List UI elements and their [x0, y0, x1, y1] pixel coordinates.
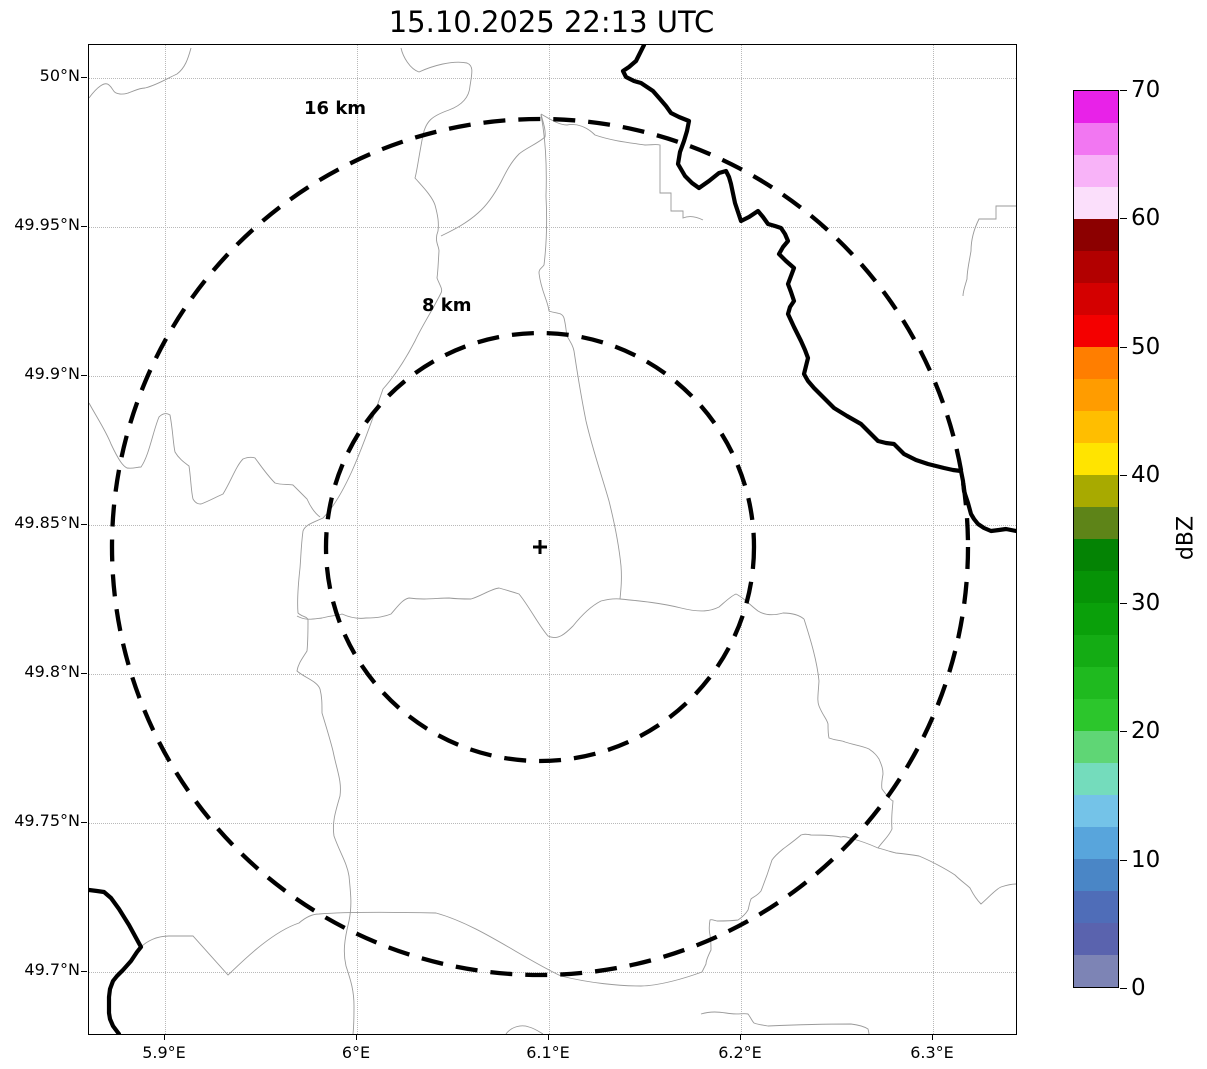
gridline-lon-2	[549, 45, 550, 1034]
colorbar-tick-40	[1120, 474, 1127, 476]
xtick-2	[548, 1034, 549, 1040]
colorbar-tick-label-70: 70	[1131, 77, 1161, 103]
colorbar-tick-label-20: 20	[1131, 718, 1161, 745]
colorbar-tick-label-30: 30	[1131, 590, 1161, 617]
colorbar-segment-42.5-45	[1074, 411, 1118, 443]
ytick-4	[81, 673, 87, 674]
range-ring-16km	[109, 116, 971, 978]
ytick-label-1: 49.95°N	[14, 215, 80, 234]
colorbar-segment-65-67.5	[1074, 123, 1118, 155]
ytick-0	[81, 77, 87, 78]
country-border-line	[89, 45, 1016, 1034]
colorbar-segment-5-7.5	[1074, 891, 1118, 923]
colorbar-segment-52.5-55	[1074, 283, 1118, 315]
xtick-label-1: 6°E	[341, 1043, 371, 1062]
colorbar-tick-60	[1120, 218, 1127, 220]
colorbar-segment-62.5-65	[1074, 155, 1118, 187]
colorbar-segment-17.5-20	[1074, 731, 1118, 763]
range-ring-8km	[323, 330, 757, 764]
colorbar-tick-30	[1120, 603, 1127, 605]
colorbar-segment-30-32.5	[1074, 571, 1118, 603]
colorbar-segment-15-17.5	[1074, 763, 1118, 795]
range-ring-label-16km: 16 km	[304, 98, 367, 119]
colorbar-segment-10-12.5	[1074, 827, 1118, 859]
colorbar-tick-label-40: 40	[1131, 461, 1161, 488]
ytick-2	[81, 375, 87, 376]
xtick-label-3: 6.2°E	[718, 1043, 762, 1062]
colorbar-segment-25-27.5	[1074, 635, 1118, 667]
gridline-lon-3	[741, 45, 742, 1034]
colorbar-segment-12.5-15	[1074, 795, 1118, 827]
ytick-label-4: 49.8°N	[24, 662, 80, 681]
gridline-lat-4	[89, 674, 1016, 675]
range-ring-label-8km: 8 km	[422, 295, 472, 316]
colorbar-tick-50	[1120, 346, 1127, 348]
range-rings	[109, 116, 971, 978]
boundary-lines	[89, 47, 1016, 1034]
colorbar-segment-57.5-60	[1074, 219, 1118, 251]
colorbar-segment-47.5-50	[1074, 347, 1118, 379]
gridline-lon-4	[933, 45, 934, 1034]
gridline-lat-3	[89, 525, 1016, 526]
gridline-lat-0	[89, 78, 1016, 79]
ytick-3	[81, 524, 87, 525]
gridline-lon-1	[357, 45, 358, 1034]
colorbar-segment-27.5-30	[1074, 603, 1118, 635]
colorbar-segment-22.5-25	[1074, 667, 1118, 699]
colorbar-segment-45-47.5	[1074, 379, 1118, 411]
colorbar	[1073, 90, 1119, 988]
colorbar-segment-40-42.5	[1074, 443, 1118, 475]
xtick-4	[932, 1034, 933, 1040]
ytick-label-5: 49.75°N	[14, 811, 80, 830]
colorbar-tick-10	[1120, 859, 1127, 861]
gridline-lat-2	[89, 376, 1016, 377]
colorbar-unit-label: dBZ	[1173, 515, 1199, 561]
colorbar-segment-7.5-10	[1074, 859, 1118, 891]
colorbar-segment-2.5-5	[1074, 923, 1118, 955]
colorbar-segment-55-57.5	[1074, 251, 1118, 283]
colorbar-tick-label-10: 10	[1131, 846, 1161, 873]
colorbar-tick-0	[1120, 988, 1127, 989]
radar-center-marker	[533, 540, 547, 554]
colorbar-segment-0-2.5	[1074, 955, 1118, 987]
xtick-1	[356, 1034, 357, 1040]
colorbar-segment-67.5-70	[1074, 91, 1118, 123]
colorbar-segment-50-52.5	[1074, 315, 1118, 347]
ytick-label-0: 50°N	[39, 66, 80, 85]
colorbar-tick-20	[1120, 731, 1127, 733]
colorbar-segment-32.5-35	[1074, 539, 1118, 571]
ytick-5	[81, 822, 87, 823]
xtick-3	[740, 1034, 741, 1040]
gridline-lon-0	[165, 45, 166, 1034]
xtick-label-0: 5.9°E	[142, 1043, 186, 1062]
plot-title: 15.10.2025 22:13 UTC	[388, 5, 715, 39]
gridline-lat-5	[89, 823, 1016, 824]
ytick-label-6: 49.7°N	[24, 960, 80, 979]
map-drawing	[89, 45, 1016, 1034]
xtick-label-2: 6.1°E	[526, 1043, 570, 1062]
colorbar-segment-37.5-40	[1074, 475, 1118, 507]
gridline-lat-1	[89, 227, 1016, 228]
colorbar-tick-label-50: 50	[1131, 333, 1161, 360]
colorbar-segment-35-37.5	[1074, 507, 1118, 539]
colorbar-segment-20-22.5	[1074, 699, 1118, 731]
colorbar-tick-label-0: 0	[1131, 975, 1146, 1001]
ytick-label-2: 49.9°N	[24, 364, 80, 383]
ytick-1	[81, 226, 87, 227]
gridline-lat-6	[89, 972, 1016, 973]
map-plot-area: 16 km 8 km	[88, 44, 1017, 1035]
ytick-label-3: 49.85°N	[14, 513, 80, 532]
xtick-label-4: 6.3°E	[910, 1043, 954, 1062]
colorbar-tick-label-60: 60	[1131, 205, 1161, 232]
colorbar-segment-60-62.5	[1074, 187, 1118, 219]
xtick-0	[164, 1034, 165, 1040]
colorbar-tick-70	[1120, 90, 1127, 91]
gridline-layer	[89, 45, 1016, 1034]
ytick-6	[81, 971, 87, 972]
